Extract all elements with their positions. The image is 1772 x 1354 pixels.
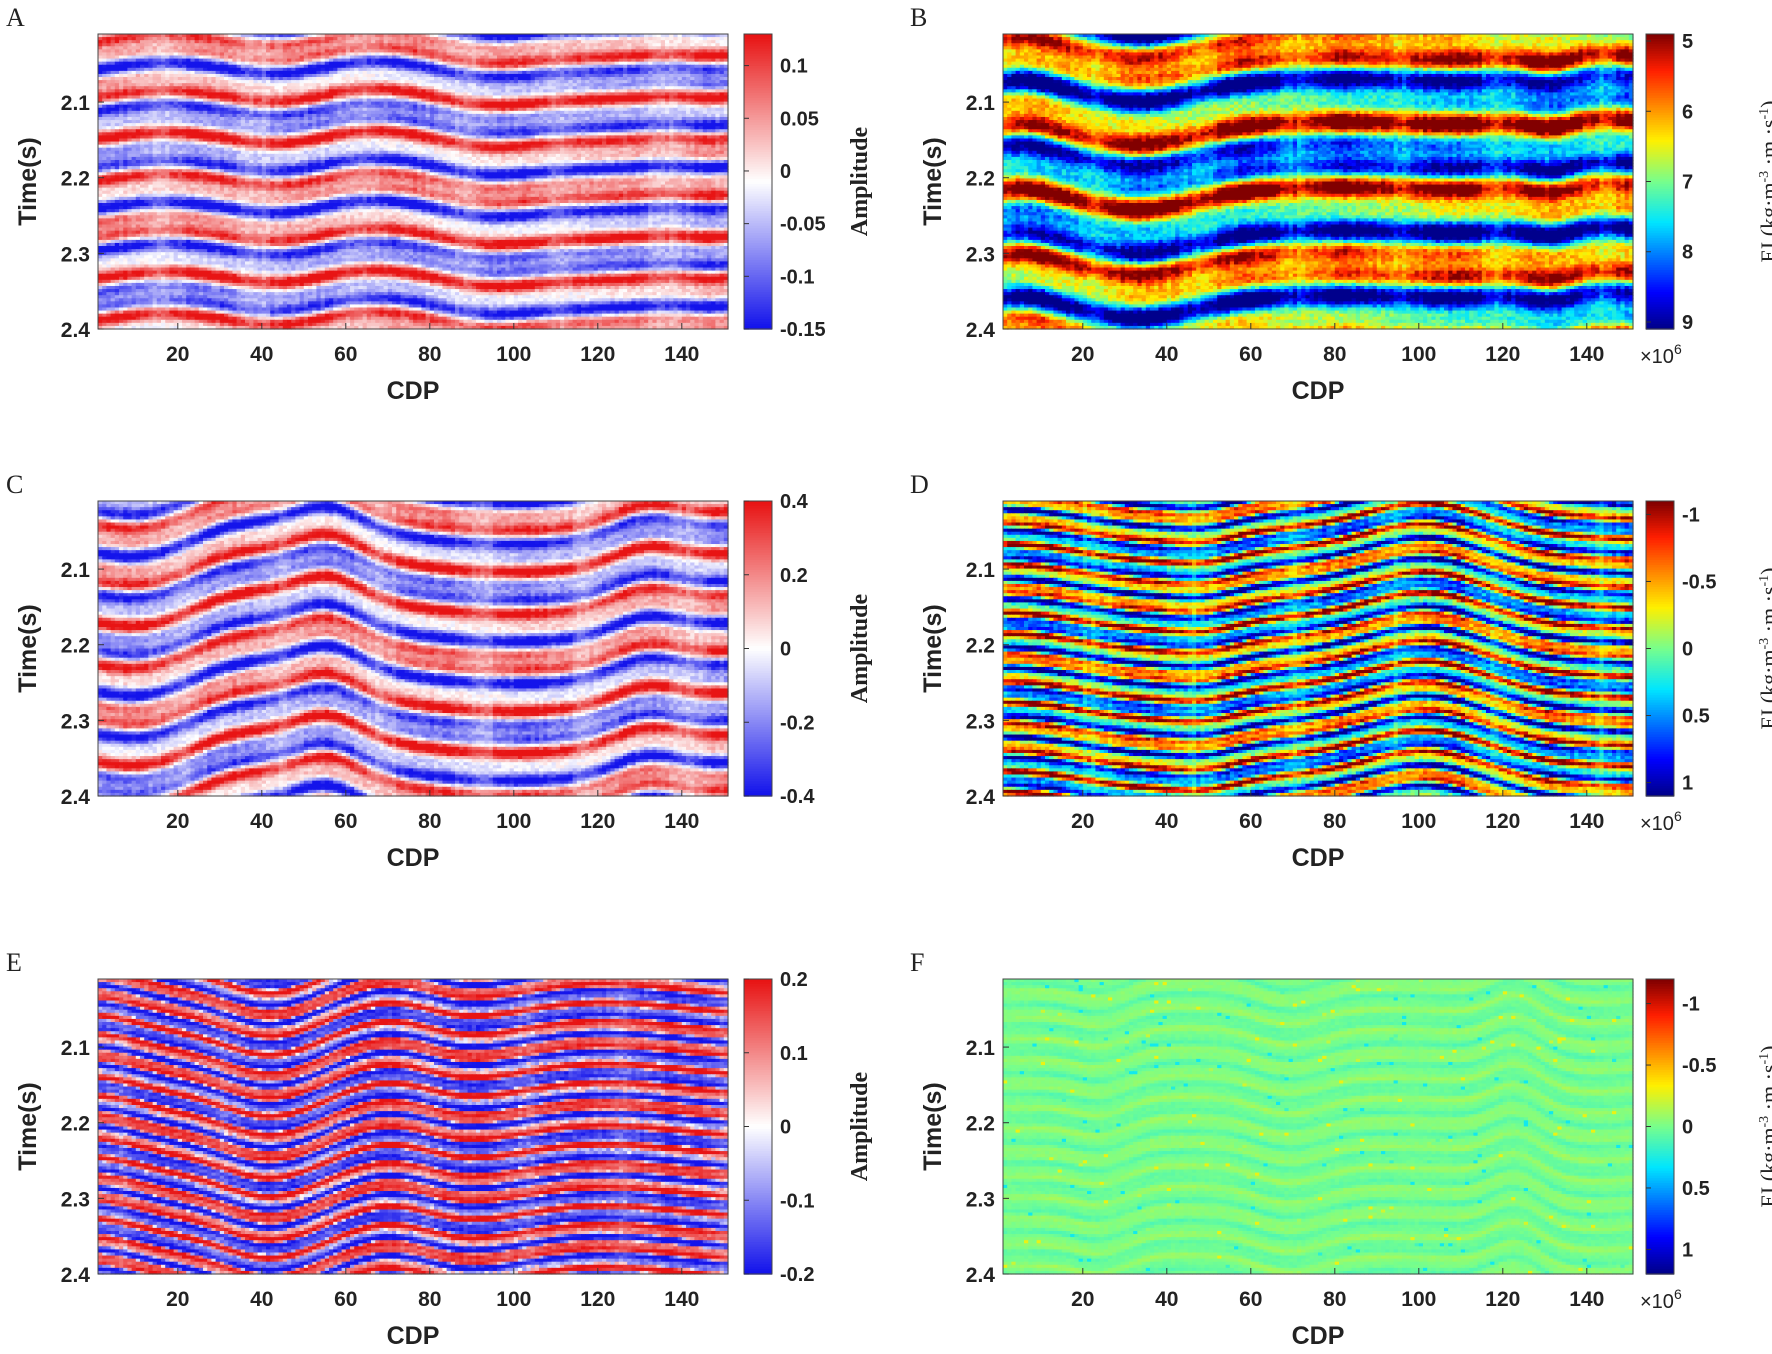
panel-letter-A: A — [6, 3, 25, 32]
seismic-figure: A20 40 60 80 100 120 1402.12.22.32.4CDPTime(s)… — [0, 0, 1772, 1354]
heatmap-A — [98, 34, 729, 330]
panel-A: A20 40 60 80 100 120 1402.12.22.32.4CDPTime(s)… — [6, 3, 873, 405]
